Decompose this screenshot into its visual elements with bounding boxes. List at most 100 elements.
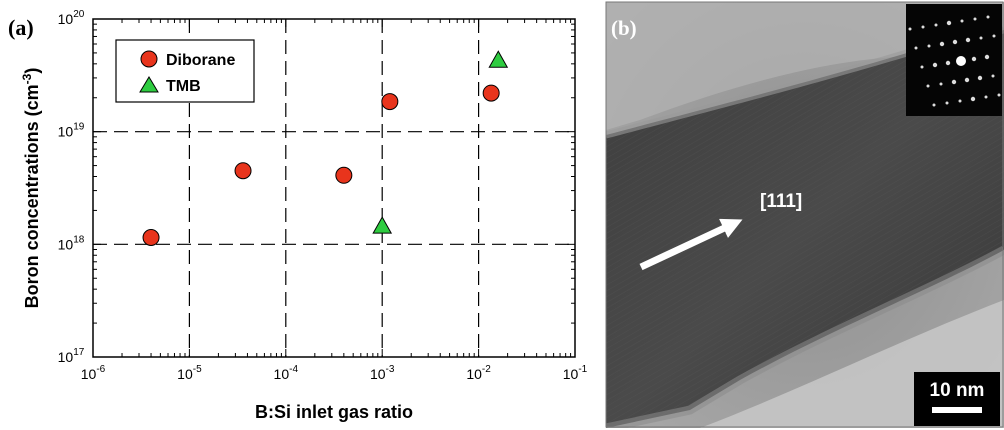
data-point-tmb (488, 50, 509, 68)
diffraction-spot (932, 103, 936, 107)
diffraction-spot (914, 46, 918, 50)
diffraction-spots (908, 15, 1001, 107)
diffraction-spot (977, 75, 983, 81)
y-tick-label: 1019 (58, 122, 85, 140)
y-tick-label-base: 10 (58, 236, 74, 252)
diffraction-spot (958, 99, 962, 103)
x-tick-label-exponent: -3 (386, 364, 395, 375)
diffraction-spot (921, 25, 925, 29)
y-tick-label-exponent: 19 (73, 122, 85, 133)
diffraction-spot (927, 44, 931, 48)
x-tick-label-base: 10 (370, 366, 386, 382)
x-axis-title: B:Si inlet gas ratio (255, 402, 413, 422)
diffraction-spot (920, 65, 924, 69)
scale-bar-label: 10 nm (930, 380, 985, 401)
y-tick-label-base: 10 (58, 349, 74, 365)
x-tick-label-exponent: -6 (96, 364, 105, 375)
x-tick-label: 10-3 (370, 364, 395, 382)
y-tick-label: 1020 (58, 9, 85, 27)
diffraction-spot (946, 20, 952, 26)
diffraction-spot (991, 74, 995, 78)
tem-bright-region-top (606, 2, 1004, 130)
data-point-diborane (335, 166, 353, 184)
y-tick-label-exponent: 17 (73, 347, 85, 358)
legend-marker-diborane (140, 50, 158, 68)
x-tick-label-exponent: -1 (578, 364, 587, 375)
x-tick-label-exponent: -4 (289, 364, 298, 375)
diffraction-center-spot (956, 56, 966, 66)
x-tick-label-base: 10 (274, 366, 290, 382)
nanowire-edge-bottom (606, 246, 1004, 428)
x-tick-label-exponent: -2 (482, 364, 491, 375)
legend-label-tmb: TMB (166, 78, 201, 95)
x-tick-label: 10-6 (81, 364, 106, 382)
x-tick-label: 10-4 (274, 364, 299, 382)
legend: Diborane TMB (115, 39, 255, 103)
y-tick-label: 1018 (58, 234, 85, 252)
diffraction-spot (973, 17, 977, 21)
diffraction-spot (997, 93, 1001, 97)
data-point-diborane (234, 162, 252, 180)
diffraction-spot (970, 96, 976, 102)
diffraction-spot (945, 60, 951, 66)
diffraction-spot (960, 19, 964, 23)
scale-bar-line (932, 407, 982, 413)
diffraction-spot (984, 54, 990, 60)
diffraction-spot (926, 84, 930, 88)
x-tick-label-base: 10 (177, 366, 193, 382)
y-axis-title-main: Boron concentrations (cm (22, 84, 42, 308)
diffraction-spot (945, 101, 949, 105)
y-tick-label-exponent: 20 (73, 9, 85, 20)
y-tick-label-base: 10 (58, 124, 74, 140)
diffraction-spot (952, 39, 958, 45)
panel-a-label: (a) (8, 15, 34, 40)
x-tick-label: 10-2 (466, 364, 491, 382)
y-tick-label-exponent: 18 (73, 234, 85, 245)
x-tick-label-base: 10 (563, 366, 579, 382)
diffraction-spot (979, 36, 983, 40)
diffraction-spot (964, 77, 970, 83)
chart-panel: (a) 10-6 10-5 10-4 10-3 10-2 10-1 10171018101… (8, 9, 588, 422)
diffraction-spot (932, 62, 938, 68)
legend-box (115, 39, 255, 103)
diffraction-spot (965, 37, 971, 43)
data-point-diborane (381, 93, 399, 111)
nanowire-lattice (606, 30, 1004, 428)
tem-image-panel: [111] 10 nm (b) (606, 2, 1004, 428)
y-tick-label: 1017 (58, 347, 85, 365)
diffraction-spot (984, 95, 988, 99)
diffraction-pattern-inset (906, 4, 1002, 116)
x-tick-label: 10-1 (563, 364, 588, 382)
panel-b-label: (b) (611, 16, 637, 40)
diffraction-spot (908, 27, 912, 31)
data-point-diborane (482, 84, 500, 102)
tem-image-border (605, 1, 1004, 428)
diffraction-spot (992, 34, 996, 38)
x-tick-label-exponent: -5 (193, 364, 202, 375)
data-point-tmb (372, 216, 393, 234)
grid-lines (93, 19, 575, 357)
axis-ticks (92, 19, 575, 358)
legend-label-diborane: Diborane (166, 52, 235, 69)
y-axis-title-suffix: ) (22, 68, 42, 74)
growth-direction-label: [111] (760, 191, 802, 212)
y-tick-label-base: 10 (58, 11, 74, 27)
diffraction-spot (971, 56, 977, 62)
diffraction-spot (951, 79, 957, 85)
x-tick-label-base: 10 (466, 366, 482, 382)
diffraction-spot (986, 15, 990, 19)
diffraction-spot (939, 82, 943, 86)
diffraction-spot (934, 23, 938, 27)
x-tick-label-base: 10 (81, 366, 97, 382)
data-point-diborane (142, 228, 160, 246)
diffraction-spot (939, 41, 945, 47)
scale-bar: 10 nm (914, 372, 1000, 426)
legend-marker-tmb (139, 76, 159, 93)
x-tick-labels: 10-6 10-5 10-4 10-3 10-2 10-1 (81, 364, 588, 382)
y-axis-title-exponent: -3 (20, 73, 34, 84)
y-axis-title: Boron concentrations (cm-3) (20, 68, 42, 309)
data-points (142, 50, 509, 246)
growth-direction-arrow (639, 218, 743, 271)
